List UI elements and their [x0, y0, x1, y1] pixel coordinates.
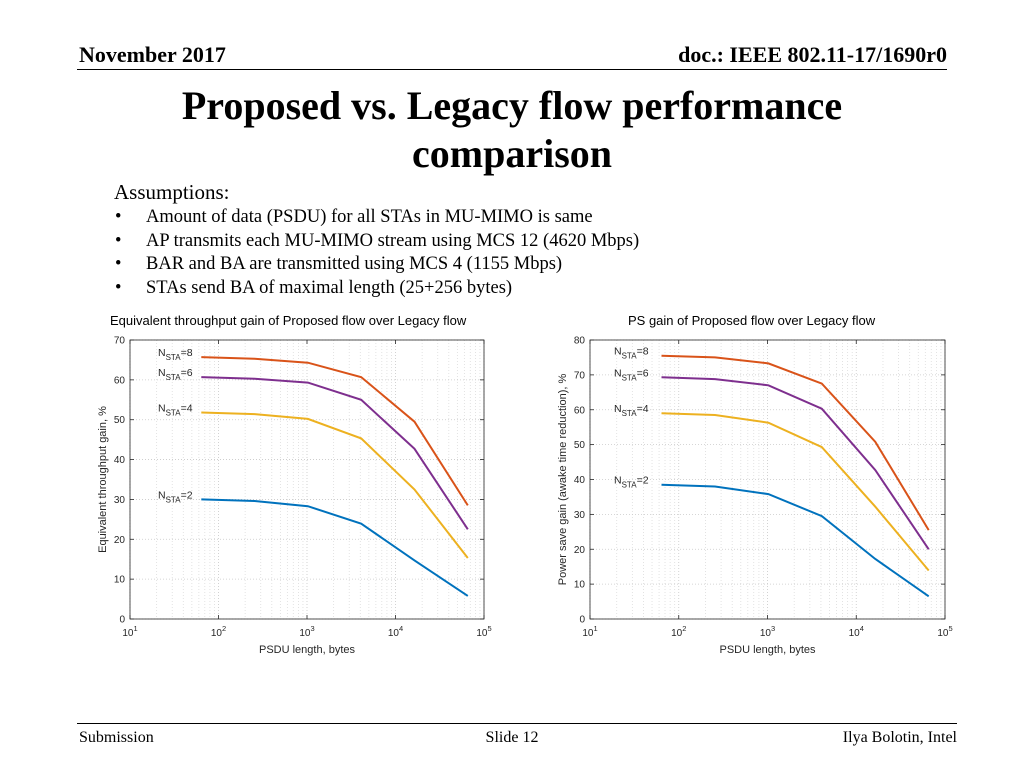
throughput-gain-chart: 0 10 20 30 40 50 60 70 101 102 103 104 105 PSDU lengt…	[97, 336, 492, 657]
footer-submission: Submission	[79, 729, 154, 746]
x-tick-label: 104	[388, 624, 403, 639]
assumption-item: • STAs send BA of maximal length (25+256 …	[114, 277, 639, 301]
series-label-suffix: =4	[637, 403, 649, 415]
assumption-item: • AP transmits each MU-MIMO stream using …	[114, 230, 639, 254]
x-axis-label: PSDU length, bytes	[720, 644, 816, 656]
x-tick-label: 103	[299, 624, 314, 639]
assumption-item: • Amount of data (PSDU) for all STAs in M…	[114, 206, 639, 230]
power-save-gain-chart: 0 10 20 30 40 50 60 70 80 101 102 103 104 105 PSDU len…	[557, 336, 953, 657]
slide-title-line-1: Proposed vs. Legacy flow performance	[181, 83, 843, 128]
x-tick-exponent: 3	[310, 624, 314, 633]
series-label-suffix: =4	[181, 403, 193, 415]
series-line	[661, 412, 930, 572]
x-tick-exponent: 1	[133, 624, 137, 633]
slide-title-line-2: comparison	[412, 131, 612, 176]
series-label-suffix: =8	[637, 346, 649, 358]
y-axis-label: Equivalent throughput gain, %	[97, 406, 109, 553]
header-rule	[77, 69, 947, 70]
x-tick-exponent: 4	[399, 624, 403, 633]
y-tick-label: 70	[574, 370, 586, 381]
x-axis-label: PSDU length, bytes	[259, 644, 355, 656]
x-tick-exponent: 3	[771, 624, 775, 633]
y-tick-label: 60	[574, 405, 586, 416]
series-line	[201, 376, 469, 530]
x-tick-label: 103	[760, 624, 775, 639]
series-label-suffix: =6	[637, 367, 649, 379]
assumption-item: • BAR and BA are transmitted using MCS 4 …	[114, 253, 639, 277]
x-tick-label: 104	[849, 624, 864, 639]
series-label: NSTA=8	[158, 347, 193, 362]
series-line	[201, 498, 469, 597]
assumption-text: AP transmits each MU-MIMO stream using M…	[146, 230, 640, 251]
header-date: November 2017	[79, 42, 226, 67]
y-tick-label: 0	[579, 615, 585, 626]
y-tick-label: 80	[574, 336, 586, 347]
y-tick-label: 20	[114, 535, 126, 546]
y-axis-label: Power save gain (awake time reduction), …	[557, 374, 569, 586]
x-tick-label: 105	[476, 624, 491, 639]
y-tick-label: 0	[119, 615, 125, 626]
series-label-suffix: =6	[181, 367, 193, 379]
header-doc-id: doc.: IEEE 802.11-17/1690r0	[678, 42, 947, 67]
chart-title-ps-gain: PS gain of Proposed flow over Legacy flo…	[628, 313, 876, 328]
series-label: NSTA=6	[614, 367, 649, 382]
series-label-subscript: STA	[622, 409, 638, 418]
series-label-subscript: STA	[166, 373, 182, 382]
series-line	[661, 376, 930, 550]
series-label-subscript: STA	[622, 481, 638, 490]
y-tick-label: 10	[114, 575, 126, 586]
chart-title-throughput: Equivalent throughput gain of Proposed f…	[110, 313, 467, 328]
y-tick-label: 40	[114, 455, 126, 466]
y-tick-label: 40	[574, 475, 586, 486]
series-line	[661, 483, 930, 598]
series-label-subscript: STA	[166, 353, 182, 362]
series-label-suffix: =2	[181, 489, 193, 501]
footer-slide-number: Slide 12	[485, 729, 539, 746]
series-line	[201, 356, 469, 506]
series-label: NSTA=6	[158, 367, 193, 382]
x-tick-exponent: 4	[860, 624, 864, 633]
y-tick-label: 50	[574, 440, 586, 451]
assumption-text: STAs send BA of maximal length (25+256 b…	[146, 277, 513, 298]
bullet-dot: •	[115, 230, 122, 251]
x-tick-label: 101	[122, 624, 137, 639]
x-tick-exponent: 2	[682, 624, 686, 633]
y-tick-label: 70	[114, 336, 126, 347]
series-label-subscript: STA	[166, 495, 182, 504]
x-tick-label: 102	[211, 624, 226, 639]
series-label-subscript: STA	[622, 373, 638, 382]
series-line	[661, 354, 930, 531]
bullet-dot: •	[115, 254, 122, 274]
series-label-subscript: STA	[622, 352, 638, 361]
bullet-dot: •	[115, 207, 122, 227]
series-label-subscript: STA	[166, 409, 182, 418]
assumption-text: BAR and BA are transmitted using MCS 4 (…	[146, 254, 563, 274]
assumptions-list: • Amount of data (PSDU) for all STAs in M…	[114, 206, 639, 300]
x-tick-label: 101	[582, 624, 597, 639]
series-label: NSTA=2	[158, 489, 193, 504]
x-tick-exponent: 5	[948, 624, 952, 633]
series-line	[201, 411, 469, 559]
series-label-suffix: =8	[181, 347, 193, 359]
x-tick-exponent: 1	[593, 624, 597, 633]
footer-rule	[77, 723, 957, 724]
y-tick-label: 60	[114, 375, 126, 386]
bullet-dot: •	[115, 277, 122, 298]
y-tick-label: 10	[574, 580, 586, 591]
x-tick-label: 105	[937, 624, 952, 639]
series-label: NSTA=4	[158, 403, 193, 418]
footer-author: Ilya Bolotin, Intel	[842, 729, 957, 746]
y-tick-label: 30	[114, 495, 126, 506]
y-tick-label: 20	[574, 545, 586, 556]
x-tick-label: 102	[671, 624, 686, 639]
y-tick-label: 30	[574, 510, 586, 521]
x-tick-exponent: 5	[487, 624, 491, 633]
y-tick-label: 50	[114, 415, 126, 426]
assumptions-heading: Assumptions:	[114, 180, 230, 204]
series-label-suffix: =2	[637, 475, 649, 487]
x-tick-exponent: 2	[222, 624, 226, 633]
assumption-text: Amount of data (PSDU) for all STAs in MU…	[146, 207, 593, 227]
